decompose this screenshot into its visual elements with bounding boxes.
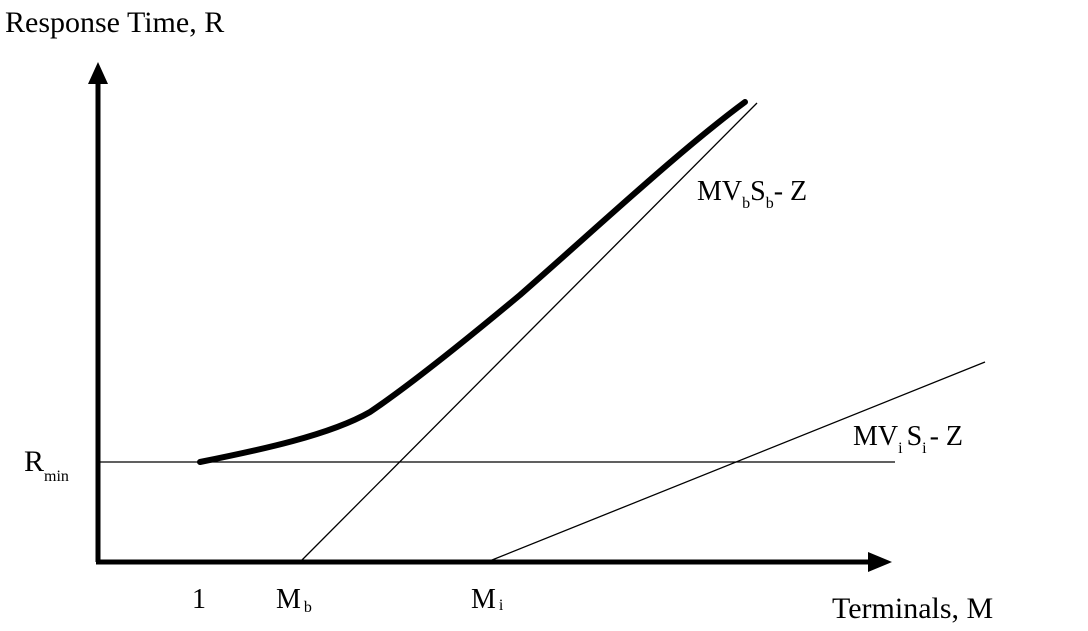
y-axis-label: Response Time, R xyxy=(5,6,224,39)
mb-main: M xyxy=(276,584,301,615)
bottleneck-line-label: MVbSb- Z xyxy=(697,176,807,212)
mi-main: M xyxy=(471,584,496,615)
rmin-subscript: min xyxy=(44,468,69,485)
bottleneck-asymptote-line xyxy=(299,102,758,563)
x-axis-arrow xyxy=(868,552,892,572)
rmin-label: Rmin xyxy=(24,445,69,485)
rmin-main: R xyxy=(24,445,44,478)
response-time-curve xyxy=(197,99,748,465)
tick-label-one: 1 xyxy=(192,584,206,615)
x-axis-label: Terminals, M xyxy=(832,592,993,625)
secondary-asymptote-line xyxy=(486,361,986,563)
mb-subscript: b xyxy=(304,599,312,616)
secondary-line-label: MVi Si - Z xyxy=(853,421,963,457)
mi-subscript: i xyxy=(499,597,504,614)
y-axis-arrow xyxy=(88,62,108,84)
